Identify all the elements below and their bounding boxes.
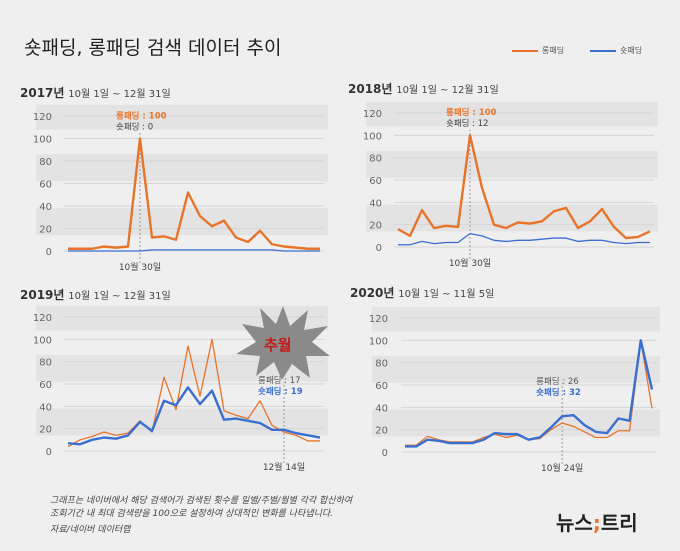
legend-swatch-long (512, 49, 538, 52)
series-short-line (405, 339, 654, 448)
legend-label-short: 숏패딩 (620, 46, 643, 55)
y-tick-label: 60 (375, 381, 388, 392)
legend-short: 숏패딩 (590, 45, 642, 56)
chart-title-2020: 2020년 10월 1일 ~ 11월 5일 (350, 286, 495, 300)
y-tick-label: 100 (363, 131, 382, 142)
y-tick-label: 80 (39, 358, 52, 369)
marker-date-label: 12월 14일 (263, 461, 305, 473)
y-tick-label: 60 (369, 176, 382, 187)
y-tick-label: 20 (369, 221, 382, 232)
series-long-line (68, 137, 320, 250)
grid-band (36, 154, 328, 182)
grid-band (372, 409, 660, 437)
marker-date-label: 10월 30일 (119, 261, 161, 273)
starburst-icon (236, 306, 330, 380)
newstree-logo: 뉴스;트리 (556, 511, 638, 535)
legend-swatch-short (590, 49, 616, 52)
overtake-badge: 추월 (264, 336, 292, 354)
y-tick-label: 100 (369, 336, 388, 347)
y-tick-label: 120 (363, 109, 382, 120)
chart-title-2018: 2018년 10월 1일 ~ 12월 31일 (348, 82, 499, 96)
y-tick-label: 20 (375, 426, 388, 437)
marker-short-value: 숏패딩 : 19 (258, 386, 303, 397)
series-short-line (67, 386, 321, 446)
chart-title-2019: 2019년 10월 1일 ~ 12월 31일 (20, 288, 171, 302)
series-short-line (398, 232, 650, 246)
grid-band (36, 104, 328, 130)
y-tick-label: 40 (39, 202, 52, 213)
y-tick-label: 0 (46, 247, 52, 258)
y-tick-label: 0 (382, 448, 388, 459)
series-short-line (68, 249, 320, 252)
marker-short-value: 숏패딩 : 0 (116, 121, 153, 132)
chart-title-2017: 2017년 10월 1일 ~ 12월 31일 (20, 86, 171, 100)
y-tick-label: 40 (39, 402, 52, 413)
note-line-2: 조회기간 내 최대 검색량을 100으로 설정하여 상대적인 변화를 나타냅니다… (50, 509, 334, 519)
grid-band (372, 306, 660, 332)
marker-date-label: 10월 30일 (449, 257, 491, 269)
y-tick-label: 80 (375, 359, 388, 370)
legend-label-long: 롱패딩 (542, 46, 565, 55)
y-tick-label: 60 (39, 380, 52, 391)
marker-long-value: 롱패딩 : 17 (258, 375, 301, 386)
y-tick-label: 0 (376, 243, 382, 254)
marker-date-label: 10월 24일 (541, 462, 583, 474)
y-tick-label: 120 (369, 314, 388, 325)
source-note: 자료/네이버 데이터랩 (50, 525, 131, 535)
y-tick-label: 100 (33, 135, 52, 146)
y-tick-label: 40 (369, 198, 382, 209)
note-line-1: 그래프는 네이버에서 해당 검색어가 검색된 횟수를 일별/주별/월별 각각 합… (50, 496, 353, 506)
y-tick-label: 60 (39, 180, 52, 191)
y-tick-label: 80 (369, 154, 382, 165)
y-tick-label: 20 (39, 225, 52, 236)
marker-long-value: 롱패딩 : 100 (116, 110, 167, 121)
marker-long-value: 롱패딩 : 26 (536, 376, 579, 387)
y-tick-label: 120 (33, 313, 52, 324)
page-title: 숏패딩, 롱패딩 검색 데이터 추이 (24, 37, 282, 59)
marker-long-value: 롱패딩 : 100 (446, 107, 497, 118)
grid-band (366, 101, 658, 127)
legend-long: 롱패딩 (512, 45, 564, 56)
y-tick-label: 100 (33, 335, 52, 346)
y-tick-label: 120 (33, 112, 52, 123)
series-long-line (397, 134, 651, 240)
grid-band (372, 355, 660, 383)
marker-short-value: 숏패딩 : 12 (446, 118, 489, 129)
y-tick-label: 20 (39, 425, 52, 436)
y-tick-label: 0 (46, 447, 52, 458)
y-tick-label: 40 (375, 403, 388, 414)
y-tick-label: 80 (39, 157, 52, 168)
marker-short-value: 숏패딩 : 32 (536, 387, 581, 398)
grid-band (366, 150, 658, 178)
